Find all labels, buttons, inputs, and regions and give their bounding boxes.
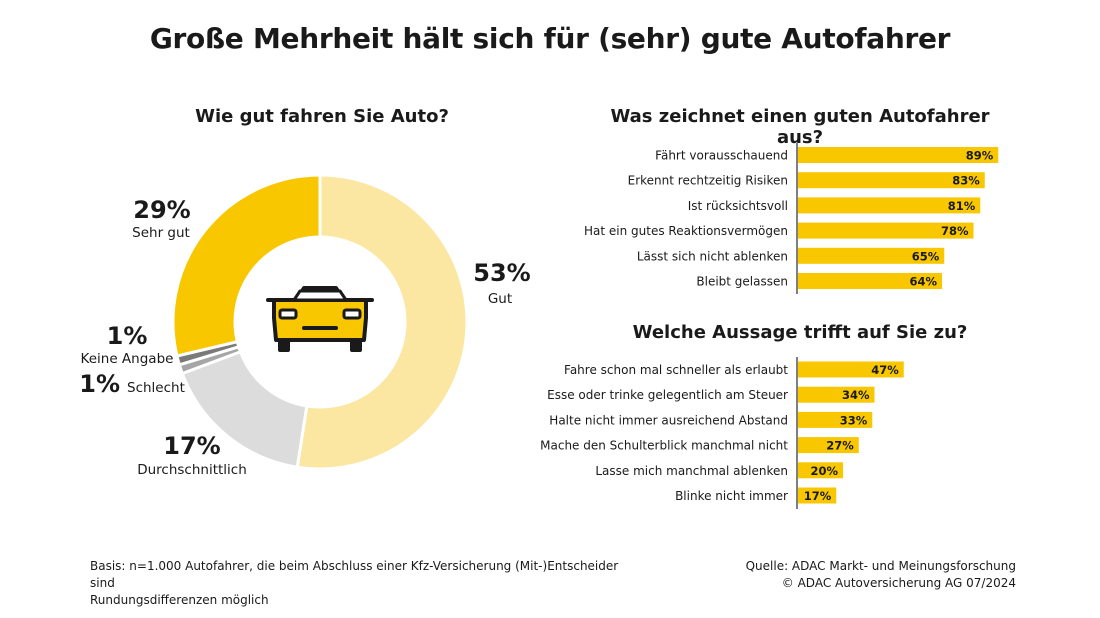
bar-halte-nicht-immer-ausreichend-abstand [798, 411, 873, 428]
donut-subtitle: Wie gut fahren Sie Auto? [195, 106, 449, 127]
car-icon [266, 286, 374, 352]
bar-mache-den-schulterblick-manchmal-nicht [798, 437, 859, 454]
bar-label-laesst-sich-nicht-ablenken: Lässt sich nicht ablenken [637, 249, 788, 263]
bar-bleibt-gelassen [798, 273, 942, 289]
donut-value-durchschnittlich: 17% [163, 432, 220, 460]
footer-source-line2: © ADAC Autoversicherung AG 07/2024 [781, 576, 1016, 590]
bar-label-bleibt-gelassen: Bleibt gelassen [696, 275, 788, 289]
donut-value-gut: 53% [473, 259, 530, 287]
bar-value-lasse-mich-manchmal-ablenken: 20% [810, 464, 838, 478]
bar-fahre-schon-mal-schneller-als-erlaubt [798, 361, 904, 378]
footer-basis: Basis: n=1.000 Autofahrer, die beim Absc… [90, 558, 630, 609]
bar-value-laesst-sich-nicht-ablenken: 65% [912, 249, 940, 263]
footer-basis-line1: Basis: n=1.000 Autofahrer, die beim Absc… [90, 559, 619, 590]
donut-slice-gut [295, 173, 469, 471]
footer-source: Quelle: ADAC Markt- und Meinungsforschun… [700, 558, 1016, 592]
bars-statements: Fahre schon mal schneller als erlaubt 47%… [540, 357, 904, 509]
bar-label-erkennt-rechtzeitig-risiken: Erkennt rechtzeitig Risiken [628, 174, 788, 188]
bar-label-mache-den-schulterblick-manchmal-nicht: Mache den Schulterblick manchmal nicht [540, 439, 788, 453]
bar-value-esse-oder-trinke-gelegentlich-am-steuer: 34% [842, 388, 870, 402]
bar-value-bleibt-gelassen: 64% [909, 275, 937, 289]
bar-lasse-mich-manchmal-ablenken [798, 462, 843, 479]
bar-value-ist-ruecksichtsvoll: 81% [948, 199, 976, 213]
bar-ist-ruecksichtsvoll [798, 197, 981, 214]
donut-value-keine-angabe: 1% [107, 322, 148, 350]
donut-label-sehr-gut: Sehr gut [132, 225, 190, 241]
bar-blinke-nicht-immer [798, 487, 837, 504]
bars-statements-subtitle: Welche Aussage trifft auf Sie zu? [632, 322, 968, 343]
bar-laesst-sich-nicht-ablenken [798, 247, 945, 264]
donut-label-durchschnittlich: Durchschnittlich [137, 462, 247, 478]
bar-esse-oder-trinke-gelegentlich-am-steuer [798, 386, 875, 403]
footer-source-line1: Quelle: ADAC Markt- und Meinungsforschun… [745, 559, 1016, 573]
bar-label-lasse-mich-manchmal-ablenken: Lasse mich manchmal ablenken [595, 464, 788, 478]
bar-value-fahre-schon-mal-schneller-als-erlaubt: 47% [871, 363, 899, 377]
bar-label-hat-ein-gutes-reaktionsvermoegen: Hat ein gutes Reaktionsvermögen [584, 224, 788, 238]
bar-value-faehrt-vorausschauend: 89% [966, 149, 994, 163]
bar-label-esse-oder-trinke-gelegentlich-am-steuer: Esse oder trinke gelegentlich am Steuer [547, 388, 788, 402]
bar-value-blinke-nicht-immer: 17% [804, 489, 832, 503]
bar-value-halte-nicht-immer-ausreichend-abstand: 33% [840, 413, 868, 427]
bar-value-mache-den-schulterblick-manchmal-nicht: 27% [826, 439, 854, 453]
donut-value-schlecht: 1% [79, 370, 120, 398]
bar-label-halte-nicht-immer-ausreichend-abstand: Halte nicht immer ausreichend Abstand [549, 413, 788, 427]
bar-label-faehrt-vorausschauend: Fährt vorausschauend [655, 149, 788, 163]
footer-basis-line2: Rundungsdifferenzen möglich [90, 593, 269, 607]
donut-label-gut: Gut [488, 291, 512, 307]
donut-label-keine-angabe: Keine Angabe [81, 351, 174, 367]
bar-label-fahre-schon-mal-schneller-als-erlaubt: Fahre schon mal schneller als erlaubt [564, 363, 788, 377]
bars-qualities: Fährt vorausschauend 89% Erkennt rechtzeit… [584, 143, 999, 294]
bars-qualities-subtitle: Was zeichnet einen guten Autofahrer aus? [610, 106, 990, 148]
bar-value-erkennt-rechtzeitig-risiken: 83% [952, 174, 980, 188]
bar-label-ist-ruecksichtsvoll: Ist rücksichtsvoll [688, 199, 788, 213]
bar-value-hat-ein-gutes-reaktionsvermoegen: 78% [941, 224, 969, 238]
bar-label-blinke-nicht-immer: Blinke nicht immer [675, 489, 788, 503]
donut-label-schlecht: Schlecht [127, 380, 185, 396]
bar-faehrt-vorausschauend [798, 147, 999, 163]
bar-hat-ein-gutes-reaktionsvermoegen [798, 222, 974, 239]
chart-title: Große Mehrheit hält sich für (sehr) gute… [149, 22, 951, 55]
donut-value-sehr-gut: 29% [133, 196, 190, 224]
donut-slice-sehr-gut [171, 173, 322, 358]
bar-erkennt-rechtzeitig-risiken [798, 172, 985, 189]
